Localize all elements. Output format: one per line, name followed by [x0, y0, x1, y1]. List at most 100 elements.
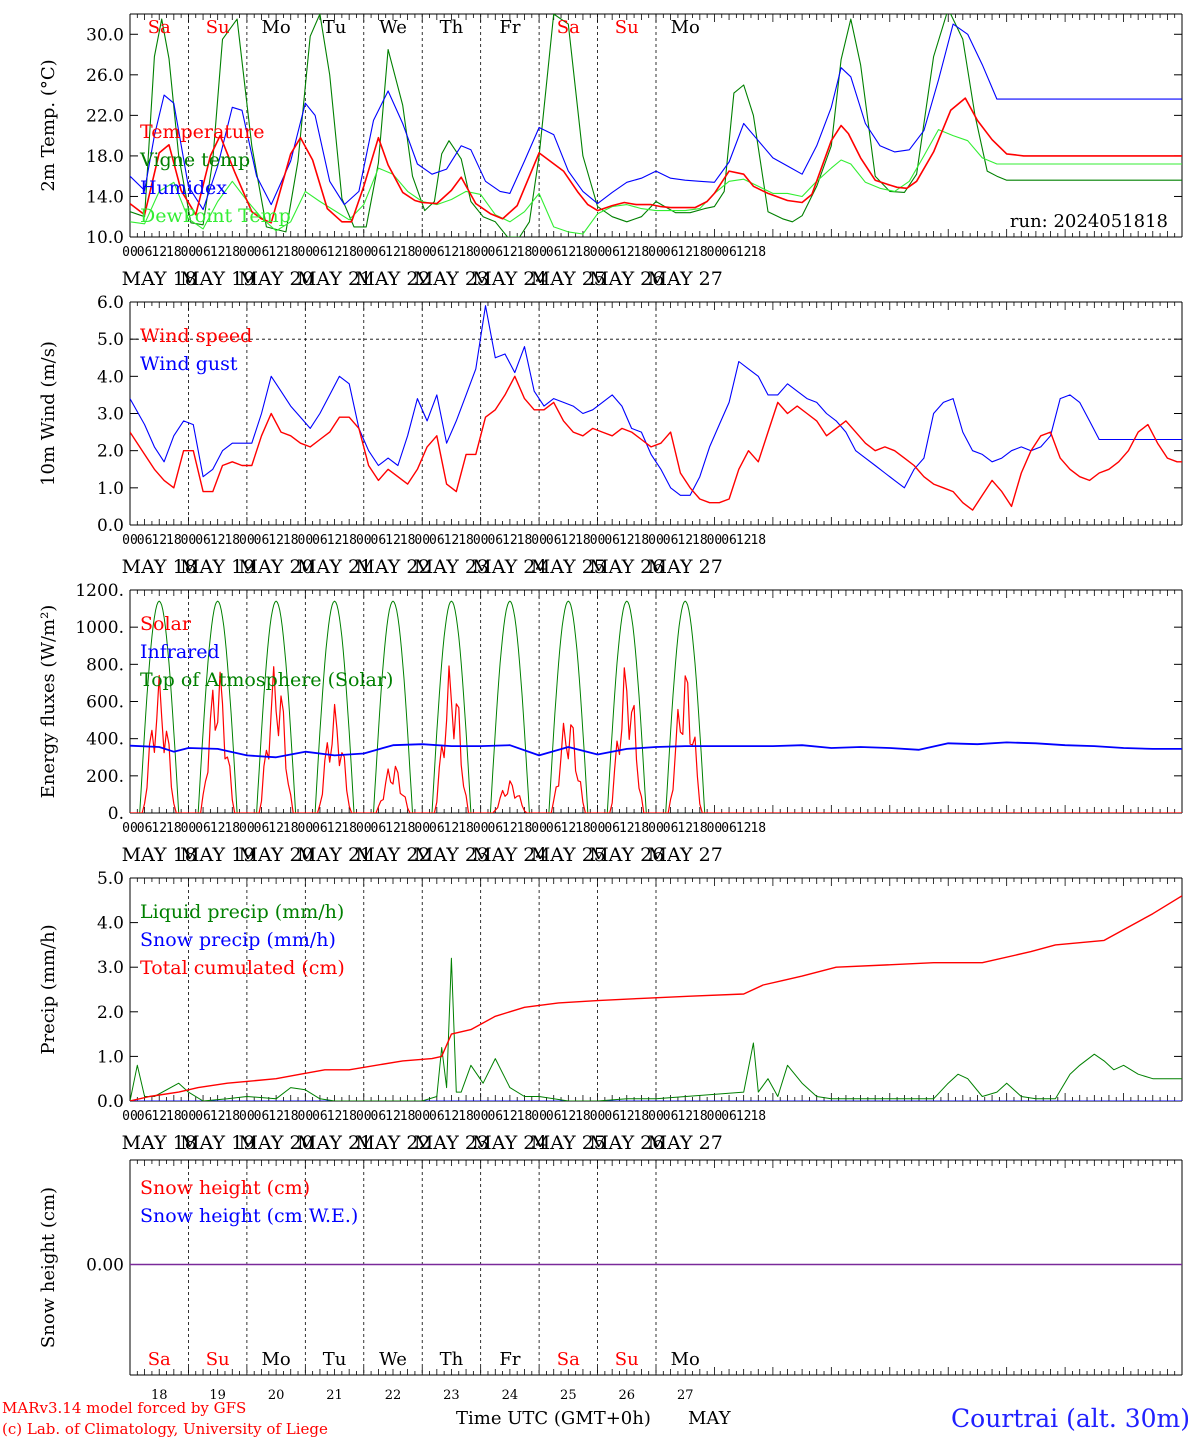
hour-tick-label: 18	[458, 245, 474, 260]
hour-tick-label: 18	[517, 1109, 533, 1124]
date-label: MAY 18	[122, 268, 197, 290]
legend-temperature: Temperature	[140, 121, 264, 143]
hour-tick-label: 18	[517, 821, 533, 836]
date-label: MAY 18	[122, 844, 197, 866]
date-label: MAY 20	[239, 268, 314, 290]
legend-wind-speed: Wind speed	[140, 325, 252, 347]
hour-tick-label: 12	[502, 533, 518, 548]
series-line-infrared	[130, 741, 1182, 759]
y-tick-label: 1.0	[97, 479, 124, 499]
y-tick-label: 14.0	[86, 187, 124, 207]
weekday-label: Fr	[499, 17, 520, 38]
hour-tick-label: 00	[414, 245, 430, 260]
hour-tick-label: 18	[400, 1109, 416, 1124]
hour-tick-label: 18	[692, 245, 708, 260]
hour-tick-label: 00	[531, 245, 547, 260]
hour-tick-label: 12	[619, 533, 635, 548]
date-label: MAY 27	[648, 268, 723, 290]
hour-tick-label: 12	[268, 821, 284, 836]
hour-tick-label: 06	[195, 1109, 211, 1124]
hour-tick-label: 12	[385, 1109, 401, 1124]
hour-tick-label: 12	[677, 245, 693, 260]
date-label: MAY 27	[648, 556, 723, 578]
hour-tick-label: 00	[473, 1109, 489, 1124]
weekday-label: We	[379, 17, 407, 38]
panel-1: 2m Temp. (°C) 10.0 14.0 18.0 22.0 26.0 30.0 Tem…	[38, 13, 1183, 290]
hour-tick-label: 06	[546, 821, 562, 836]
y-axis-label: 2m Temp. (°C)	[38, 59, 59, 191]
legend-snow-height-cm-w-e-: Snow height (cm W.E.)	[140, 1205, 358, 1227]
y-tick-label: 600.	[86, 693, 124, 713]
hour-tick-label: 06	[604, 821, 620, 836]
date-label: MAY 23	[414, 268, 489, 290]
hour-tick-label: 18	[517, 533, 533, 548]
hour-tick-label: 12	[502, 245, 518, 260]
hour-tick-label: 18	[575, 245, 591, 260]
hour-tick-label: 12	[444, 821, 460, 836]
weekday-label: Sa	[148, 17, 171, 38]
hour-tick-label: 06	[254, 821, 270, 836]
y-tick-label: 0.0	[97, 516, 124, 536]
hour-tick-label: 00	[648, 821, 664, 836]
hour-tick-label: 06	[371, 821, 387, 836]
hour-tick-label: 06	[721, 245, 737, 260]
hour-tick-label: 12	[210, 245, 226, 260]
hour-tick-label: 06	[137, 821, 153, 836]
hour-tick-label: 06	[604, 533, 620, 548]
hour-tick-label: 12	[327, 245, 343, 260]
hour-tick-label: 06	[254, 533, 270, 548]
hour-tick-label: 12	[385, 821, 401, 836]
panel-2: 10m Wind (m/s) 0.0 1.0 2.0 3.0 4.0 5.0 6.0 Wind …	[38, 293, 1183, 578]
hour-tick-label: 00	[648, 1109, 664, 1124]
day-number-label: 19	[209, 1388, 226, 1403]
hour-tick-label: 18	[400, 821, 416, 836]
weekday-label: Su	[206, 17, 230, 38]
date-label: MAY 21	[297, 268, 372, 290]
hour-tick-label: 00	[239, 245, 255, 260]
hour-tick-label: 12	[619, 821, 635, 836]
date-label: MAY 19	[180, 268, 255, 290]
hour-tick-label: 12	[561, 1109, 577, 1124]
hour-tick-label: 18	[692, 1109, 708, 1124]
y-tick-label: 0.	[108, 804, 124, 824]
hour-tick-label: 06	[195, 245, 211, 260]
date-label: MAY 26	[589, 1132, 664, 1154]
hour-tick-label: 06	[487, 533, 503, 548]
hour-tick-label: 12	[561, 533, 577, 548]
hour-tick-label: 00	[122, 245, 138, 260]
hour-tick-label: 18	[283, 821, 299, 836]
hour-tick-label: 12	[677, 533, 693, 548]
legend-infrared: Infrared	[140, 641, 220, 663]
hour-tick-label: 06	[137, 1109, 153, 1124]
y-axis-label: Snow height (cm)	[38, 1187, 59, 1348]
hour-tick-label: 18	[517, 245, 533, 260]
y-tick-label: 1000.	[75, 618, 124, 638]
hour-tick-label: 00	[707, 1109, 723, 1124]
hour-tick-label: 06	[604, 245, 620, 260]
date-label: MAY 18	[122, 1132, 197, 1154]
hour-tick-label: 18	[634, 821, 650, 836]
day-number-label: 21	[326, 1388, 343, 1403]
date-label: MAY 21	[297, 556, 372, 578]
date-label: MAY 25	[531, 556, 606, 578]
weekday-label: Th	[440, 17, 464, 38]
date-label: MAY 25	[531, 1132, 606, 1154]
hour-tick-label: 06	[312, 533, 328, 548]
hour-tick-label: 12	[268, 1109, 284, 1124]
date-label: MAY 24	[472, 844, 547, 866]
plot-area	[130, 305, 1182, 511]
hour-tick-label: 18	[692, 533, 708, 548]
hour-tick-label: 12	[327, 533, 343, 548]
hour-tick-label: 18	[224, 821, 240, 836]
y-tick-label: 400.	[86, 730, 124, 750]
hour-tick-label: 12	[385, 245, 401, 260]
hour-tick-label: 06	[663, 533, 679, 548]
hour-tick-label: 00	[239, 821, 255, 836]
hour-tick-label: 00	[181, 245, 197, 260]
y-tick-label: 4.0	[97, 367, 124, 387]
hour-tick-label: 12	[327, 821, 343, 836]
legend-snow-precip-mm-h-: Snow precip (mm/h)	[140, 929, 336, 951]
hour-tick-label: 00	[414, 533, 430, 548]
hour-tick-label: 18	[458, 1109, 474, 1124]
hour-tick-label: 18	[575, 533, 591, 548]
